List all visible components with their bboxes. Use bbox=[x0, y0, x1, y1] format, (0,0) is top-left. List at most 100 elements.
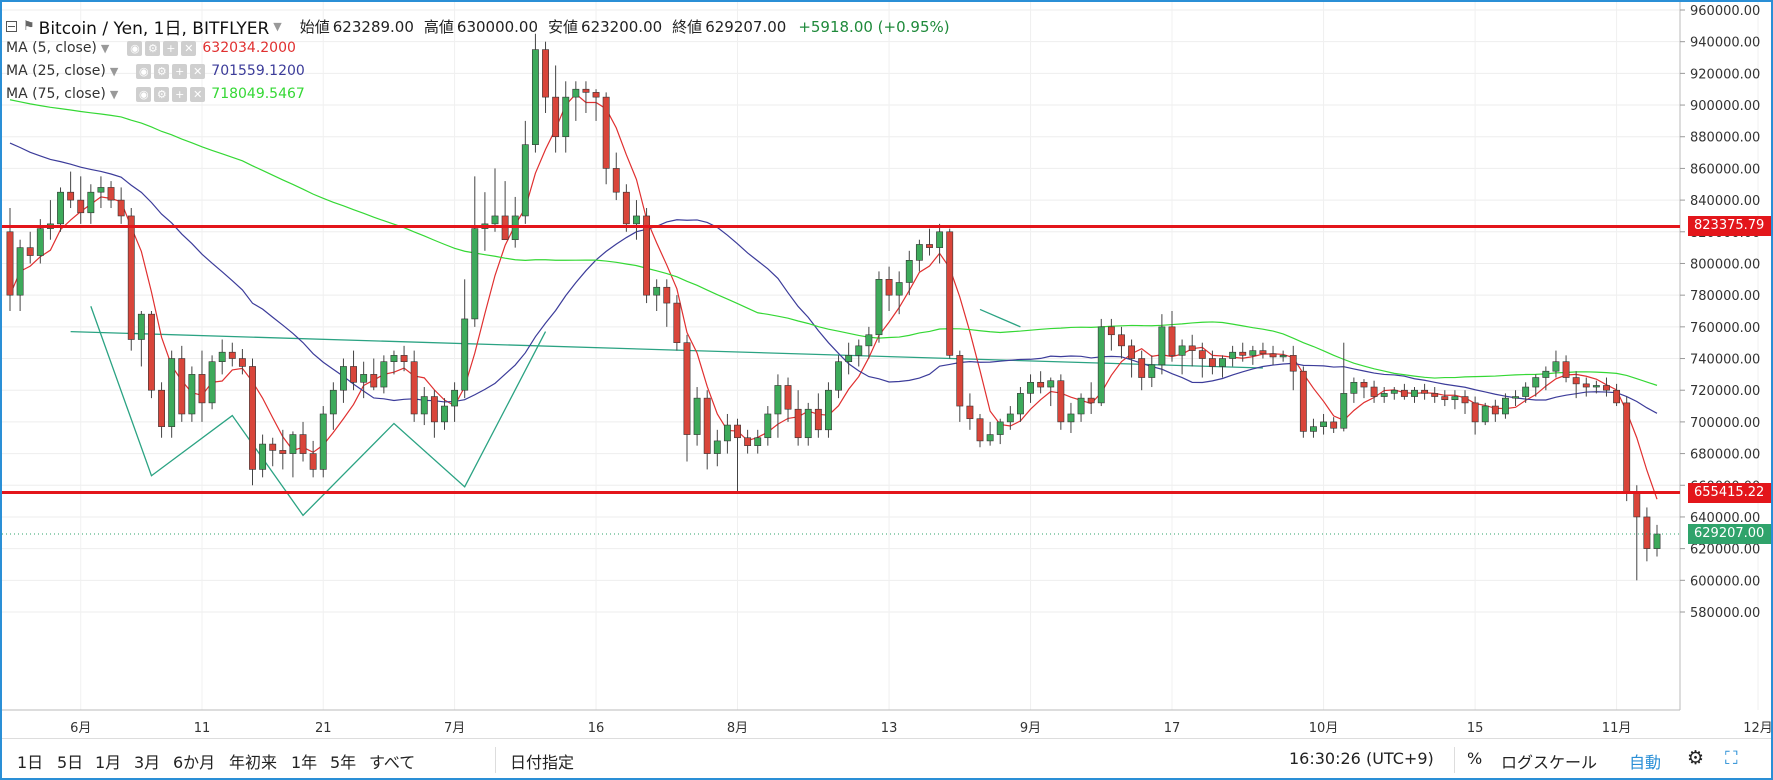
candle[interactable] bbox=[1502, 397, 1509, 415]
chevron-down-icon[interactable]: ▼ bbox=[109, 87, 119, 101]
candle[interactable] bbox=[218, 351, 226, 362]
candle[interactable] bbox=[16, 247, 24, 296]
candle[interactable] bbox=[1582, 383, 1590, 388]
candle[interactable] bbox=[1158, 326, 1166, 366]
range-button[interactable]: すべて bbox=[369, 753, 416, 772]
candle[interactable] bbox=[178, 358, 186, 415]
indicator-name[interactable]: MA (25, close) bbox=[6, 63, 106, 79]
candle[interactable] bbox=[1461, 396, 1469, 404]
plus-icon[interactable]: + bbox=[172, 86, 188, 102]
candle[interactable] bbox=[420, 396, 428, 415]
candle[interactable] bbox=[1027, 381, 1034, 394]
candle[interactable] bbox=[885, 279, 893, 296]
candle[interactable] bbox=[1219, 358, 1226, 367]
candle[interactable] bbox=[1259, 350, 1267, 355]
candle[interactable] bbox=[1097, 326, 1105, 404]
candle[interactable] bbox=[148, 313, 155, 391]
candle[interactable] bbox=[208, 361, 216, 404]
ma-line-25[interactable] bbox=[9, 142, 1658, 414]
candle[interactable] bbox=[1016, 393, 1024, 415]
candle[interactable] bbox=[552, 96, 560, 138]
range-button[interactable]: 1日 bbox=[17, 753, 44, 772]
candle[interactable] bbox=[350, 366, 357, 383]
candle[interactable] bbox=[380, 361, 388, 388]
candle[interactable] bbox=[1208, 358, 1216, 367]
candle[interactable] bbox=[1067, 413, 1075, 423]
candle[interactable] bbox=[1390, 389, 1398, 394]
candle[interactable] bbox=[1047, 380, 1055, 388]
close-icon[interactable]: ✕ bbox=[190, 63, 206, 79]
gear-icon[interactable]: ⚙ bbox=[154, 86, 170, 102]
candle[interactable] bbox=[1087, 397, 1095, 404]
candle[interactable] bbox=[562, 96, 570, 138]
candle[interactable] bbox=[683, 342, 691, 435]
candle[interactable] bbox=[410, 361, 418, 415]
candle[interactable] bbox=[542, 49, 549, 98]
range-button[interactable]: 3月 bbox=[134, 753, 161, 772]
candle[interactable] bbox=[855, 345, 863, 356]
candle[interactable] bbox=[1552, 361, 1560, 372]
candle[interactable] bbox=[1037, 381, 1045, 388]
candle[interactable] bbox=[158, 389, 165, 427]
candle[interactable] bbox=[1643, 516, 1651, 549]
candle[interactable] bbox=[643, 215, 651, 296]
candle[interactable] bbox=[1481, 405, 1489, 423]
candle[interactable] bbox=[107, 187, 115, 201]
gear-icon[interactable]: ⚙ bbox=[145, 40, 161, 56]
candle[interactable] bbox=[764, 413, 772, 439]
close-icon[interactable]: ✕ bbox=[190, 86, 206, 102]
candle[interactable] bbox=[77, 199, 85, 214]
candle[interactable] bbox=[57, 191, 64, 225]
candle[interactable] bbox=[996, 421, 1004, 435]
close-icon[interactable]: ✕ bbox=[181, 40, 197, 56]
plus-icon[interactable]: + bbox=[163, 40, 179, 56]
chevron-down-icon[interactable]: ▼ bbox=[100, 41, 110, 55]
ma-line-75[interactable] bbox=[9, 99, 1658, 386]
candle[interactable] bbox=[1320, 421, 1327, 427]
candle[interactable] bbox=[673, 302, 681, 343]
candle[interactable] bbox=[1471, 402, 1479, 423]
candle[interactable] bbox=[1279, 355, 1287, 358]
candle[interactable] bbox=[471, 228, 479, 320]
candle[interactable] bbox=[228, 351, 236, 359]
candle[interactable] bbox=[1178, 345, 1186, 356]
candle[interactable] bbox=[1057, 380, 1065, 423]
pattern-line[interactable] bbox=[90, 306, 547, 517]
percent-button[interactable]: % bbox=[1467, 749, 1483, 768]
chevron-down-icon[interactable]: ▼ bbox=[273, 20, 282, 33]
candle[interactable] bbox=[238, 358, 246, 367]
candle[interactable] bbox=[956, 355, 964, 407]
candle[interactable] bbox=[1522, 386, 1530, 397]
candle[interactable] bbox=[329, 389, 337, 415]
candle[interactable] bbox=[744, 437, 752, 446]
candle[interactable] bbox=[87, 191, 95, 214]
candle[interactable] bbox=[127, 215, 135, 340]
candle[interactable] bbox=[1623, 402, 1631, 494]
candle[interactable] bbox=[926, 244, 933, 248]
candle[interactable] bbox=[1360, 381, 1368, 388]
indicator-name[interactable]: MA (5, close) bbox=[6, 40, 97, 56]
candle[interactable] bbox=[1299, 370, 1307, 432]
candle[interactable] bbox=[1239, 351, 1247, 356]
candle[interactable] bbox=[1441, 396, 1449, 401]
candle[interactable] bbox=[936, 231, 944, 248]
candle[interactable] bbox=[390, 355, 398, 362]
candle[interactable] bbox=[1633, 492, 1641, 518]
candle[interactable] bbox=[461, 318, 469, 391]
candle[interactable] bbox=[1603, 385, 1610, 391]
candle[interactable] bbox=[582, 88, 590, 93]
range-button[interactable]: 1月 bbox=[95, 753, 122, 772]
candle[interactable] bbox=[592, 92, 600, 98]
candle[interactable] bbox=[249, 366, 256, 470]
candle[interactable] bbox=[946, 231, 954, 356]
candle[interactable] bbox=[360, 374, 368, 383]
candle[interactable] bbox=[794, 408, 802, 439]
indicator-legend[interactable]: MA (25, close) ▼ ◉ ⚙ + ✕ 701559.1200 bbox=[6, 63, 305, 79]
candle[interactable] bbox=[1138, 358, 1146, 378]
candle[interactable] bbox=[137, 313, 145, 340]
candle[interactable] bbox=[1340, 393, 1348, 429]
candle[interactable] bbox=[1491, 405, 1499, 415]
candle[interactable] bbox=[633, 215, 640, 225]
candle[interactable] bbox=[531, 49, 539, 145]
candle[interactable] bbox=[1118, 334, 1125, 347]
